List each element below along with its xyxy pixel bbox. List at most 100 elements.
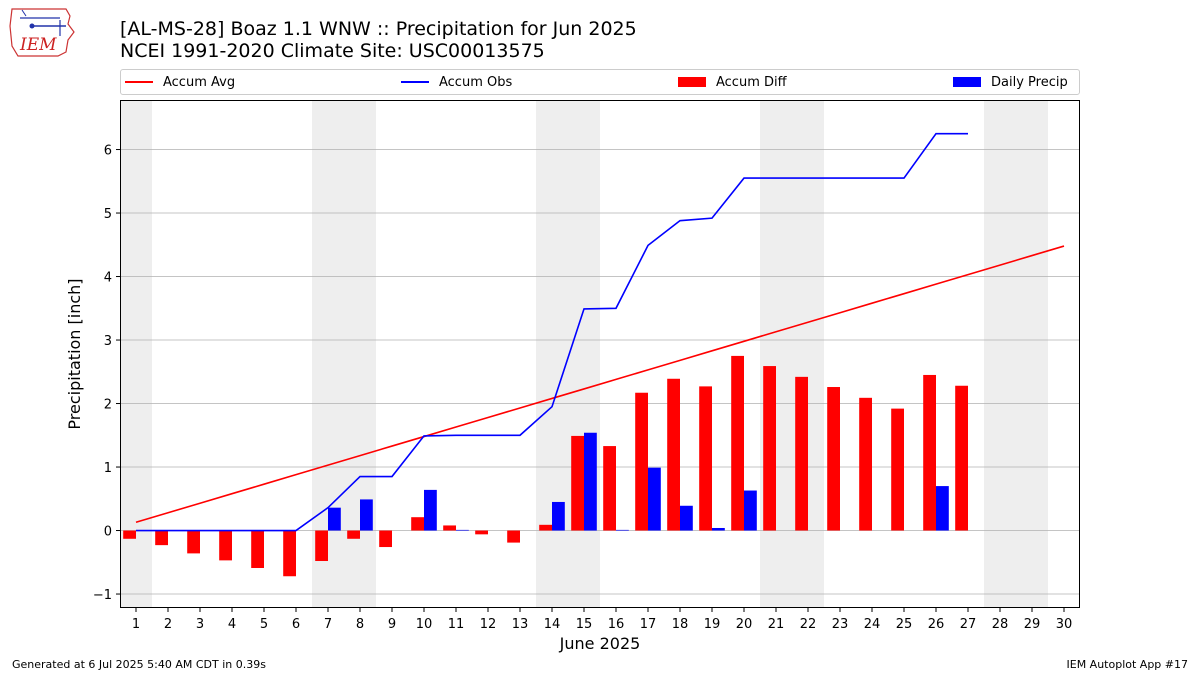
bar-accum-diff xyxy=(731,355,744,531)
bar-daily-precip xyxy=(584,432,597,531)
x-tick-label: 4 xyxy=(228,617,236,632)
bar-daily-precip xyxy=(648,467,661,531)
x-tick-label: 5 xyxy=(260,617,268,632)
bar-accum-diff xyxy=(955,385,968,531)
bar-accum-diff xyxy=(251,530,264,568)
weekend-band xyxy=(120,100,152,608)
legend-swatch-accum-obs xyxy=(401,81,429,83)
legend-swatch-daily-precip xyxy=(953,77,981,87)
x-tick-label: 19 xyxy=(704,617,721,632)
y-tick-label: −1 xyxy=(93,588,112,603)
legend-item-accum-obs: Accum Obs xyxy=(401,70,512,94)
legend-item-accum-avg: Accum Avg xyxy=(125,70,235,94)
line-accum-obs xyxy=(136,132,968,532)
footer-app: IEM Autoplot App #17 xyxy=(1066,658,1189,671)
x-tick-label: 21 xyxy=(768,617,785,632)
x-tick-label: 24 xyxy=(864,617,881,632)
bar-daily-precip xyxy=(712,527,725,531)
legend: Accum Avg Accum Obs Accum Diff Daily Pre… xyxy=(120,69,1080,95)
bar-accum-diff xyxy=(379,530,392,548)
x-tick-label: 11 xyxy=(448,617,465,632)
lines xyxy=(135,132,1065,532)
bar-daily-precip xyxy=(456,529,469,531)
x-tick-label: 14 xyxy=(544,617,561,632)
bar-accum-diff xyxy=(763,366,776,531)
x-tick-label: 1 xyxy=(132,617,140,632)
x-tick-label: 16 xyxy=(608,617,625,632)
weekend-band xyxy=(760,100,824,608)
y-tick-label: 1 xyxy=(104,461,112,476)
bar-accum-diff xyxy=(123,530,136,539)
weekend-band xyxy=(536,100,600,608)
legend-label-daily-precip: Daily Precip xyxy=(991,74,1068,90)
bar-accum-diff xyxy=(923,374,936,531)
bar-accum-diff xyxy=(347,530,360,539)
y-tick-label: 2 xyxy=(104,398,112,413)
legend-swatch-accum-avg xyxy=(125,81,153,83)
bar-accum-diff xyxy=(667,378,680,531)
chart-subtitle: NCEI 1991-2020 Climate Site: USC00013575 xyxy=(120,40,545,62)
x-tick-label: 8 xyxy=(356,617,364,632)
bar-daily-precip xyxy=(424,489,437,531)
chart-title: [AL-MS-28] Boaz 1.1 WNW :: Precipitation… xyxy=(120,18,637,40)
bar-accum-diff xyxy=(699,386,712,531)
x-axis-label: June 2025 xyxy=(559,634,641,653)
legend-label-accum-avg: Accum Avg xyxy=(163,74,236,90)
legend-item-daily-precip: Daily Precip xyxy=(953,70,1068,94)
bar-daily-precip xyxy=(552,501,565,531)
bar-daily-precip xyxy=(360,499,373,531)
line-accum-avg xyxy=(135,245,1065,524)
bar-accum-diff xyxy=(795,376,808,531)
x-tick-label: 23 xyxy=(832,617,849,632)
y-tick-label: 4 xyxy=(104,271,112,286)
x-tick-label: 25 xyxy=(896,617,913,632)
bar-accum-diff xyxy=(187,530,200,554)
y-tick-label: 0 xyxy=(104,525,112,540)
x-tick-label: 13 xyxy=(512,617,529,632)
bar-accum-diff xyxy=(219,530,232,561)
x-tick-label: 22 xyxy=(800,617,817,632)
bar-accum-diff xyxy=(571,435,584,531)
y-tick-label: 5 xyxy=(104,207,112,222)
weekend-shading xyxy=(120,100,1048,608)
x-tick-label: 29 xyxy=(1024,617,1041,632)
bar-daily-precip xyxy=(328,507,341,531)
legend-label-accum-diff: Accum Diff xyxy=(716,74,787,90)
iem-logo: IEM xyxy=(9,8,75,57)
x-tick-label: 28 xyxy=(992,617,1009,632)
bar-accum-diff xyxy=(859,397,872,531)
bar-daily-precip xyxy=(616,529,629,531)
x-tick-label: 6 xyxy=(292,617,300,632)
bar-accum-diff xyxy=(603,446,616,531)
bar-daily-precip xyxy=(680,505,693,531)
x-tick-label: 15 xyxy=(576,617,593,632)
bar-accum-diff xyxy=(155,530,168,546)
x-tick-label: 10 xyxy=(416,617,433,632)
bar-accum-diff xyxy=(827,387,840,531)
bar-accum-diff xyxy=(635,392,648,531)
bar-daily-precip xyxy=(744,490,757,531)
legend-item-accum-diff: Accum Diff xyxy=(678,70,787,94)
bar-accum-diff xyxy=(475,530,488,535)
y-tick-label: 6 xyxy=(104,144,112,159)
x-tick-label: 2 xyxy=(164,617,172,632)
plot-frame xyxy=(120,100,1080,608)
legend-label-accum-obs: Accum Obs xyxy=(439,74,513,90)
x-tick-label: 27 xyxy=(960,617,977,632)
y-axis-label: Precipitation [inch] xyxy=(65,278,84,429)
x-tick-label: 3 xyxy=(196,617,204,632)
footer-generated: Generated at 6 Jul 2025 5:40 AM CDT in 0… xyxy=(12,658,266,671)
x-tick-label: 7 xyxy=(324,617,332,632)
bar-daily-precip xyxy=(936,486,949,531)
x-tick-label: 9 xyxy=(388,617,396,632)
x-tick-label: 17 xyxy=(640,617,657,632)
bar-accum-diff xyxy=(411,517,424,531)
bars xyxy=(123,355,968,577)
weekend-band xyxy=(984,100,1048,608)
x-tick-label: 26 xyxy=(928,617,945,632)
x-tick-label: 20 xyxy=(736,617,753,632)
bar-accum-diff xyxy=(891,408,904,531)
y-tick-label: 3 xyxy=(104,334,112,349)
